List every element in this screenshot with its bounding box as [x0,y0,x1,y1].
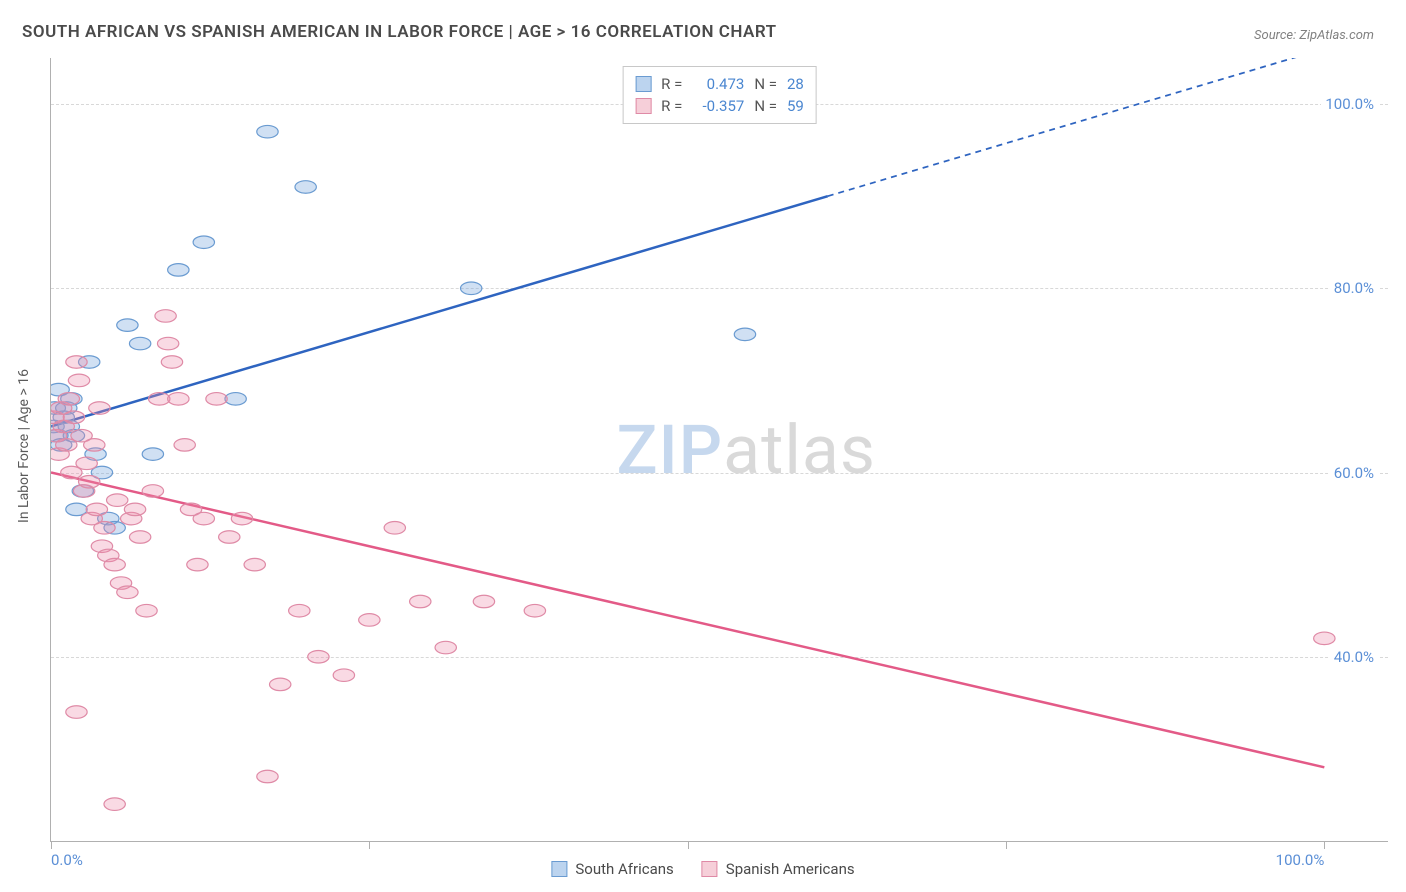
data-point [129,531,150,544]
plot-svg [51,58,1388,841]
data-point [289,604,310,617]
n-label: N = [754,75,777,93]
data-point [63,411,84,424]
legend-item-2: Spanish Americans [702,860,855,878]
r-label: R = [661,75,682,93]
r-value-1: 0.473 [692,75,744,93]
data-point [89,402,110,415]
data-point [193,236,214,249]
data-point [142,448,163,461]
x-tick [1324,841,1325,849]
x-tick [369,841,370,849]
plot-area: ZIPatlas R = 0.473 N = 28 R = -0.357 N =… [50,58,1388,842]
data-point [174,439,195,452]
data-point [308,651,329,664]
data-point [58,393,79,406]
n-label: N = [754,97,777,115]
data-point [359,614,380,627]
data-point [225,393,246,406]
data-point [66,356,87,369]
data-point [187,558,208,571]
n-value-1: 28 [787,75,804,93]
x-tick [1006,841,1007,849]
data-point [86,503,107,516]
data-point [124,503,145,516]
data-point [270,678,291,691]
data-point [257,770,278,783]
x-tick-label: 100.0% [1276,851,1325,869]
data-point [142,485,163,498]
chart-container: SOUTH AFRICAN VS SPANISH AMERICAN IN LAB… [0,0,1406,892]
data-point [149,393,170,406]
data-point [104,798,125,811]
data-point [219,531,240,544]
regression-line-dashed [828,58,1325,196]
data-point [68,374,89,387]
data-point [161,356,182,369]
legend-label-2: Spanish Americans [726,860,855,878]
data-point [257,125,278,138]
data-point [206,393,227,406]
data-point [461,282,482,295]
data-point [79,475,100,488]
swatch-icon [551,861,567,877]
data-point [231,512,252,525]
data-point [76,457,97,470]
series-legend: South Africans Spanish Americans [551,860,854,878]
swatch-icon [702,861,718,877]
data-point [168,264,189,277]
x-tick-label: 0.0% [51,851,83,869]
x-tick [688,841,689,849]
data-point [168,393,189,406]
data-point [384,522,405,535]
data-point [107,494,128,507]
r-value-2: -0.357 [692,97,744,115]
data-point [435,641,456,654]
legend-row-series-2: R = -0.357 N = 59 [635,95,804,117]
data-point [129,337,150,350]
x-tick [51,841,52,849]
swatch-icon [635,76,651,92]
swatch-icon [635,98,651,114]
correlation-legend: R = 0.473 N = 28 R = -0.357 N = 59 [622,66,817,124]
y-axis-title: In Labor Force | Age > 16 [16,369,32,523]
data-point [94,522,115,535]
data-point [473,595,494,608]
data-point [410,595,431,608]
data-point [333,669,354,682]
legend-label-1: South Africans [575,860,673,878]
plot-inner: ZIPatlas R = 0.473 N = 28 R = -0.357 N =… [51,58,1388,841]
data-point [1314,632,1335,645]
data-point [244,558,265,571]
source-attribution: Source: ZipAtlas.com [1254,28,1374,43]
data-point [104,558,125,571]
r-label: R = [661,97,682,115]
n-value-2: 59 [787,97,804,115]
chart-title: SOUTH AFRICAN VS SPANISH AMERICAN IN LAB… [22,22,777,42]
legend-row-series-1: R = 0.473 N = 28 [635,73,804,95]
data-point [193,512,214,525]
data-point [117,319,138,332]
data-point [157,337,178,350]
data-point [524,604,545,617]
data-point [734,328,755,341]
legend-item-1: South Africans [551,860,673,878]
data-point [295,181,316,194]
data-point [66,706,87,719]
data-point [136,604,157,617]
data-point [84,439,105,452]
data-point [117,586,138,599]
data-point [155,310,176,323]
